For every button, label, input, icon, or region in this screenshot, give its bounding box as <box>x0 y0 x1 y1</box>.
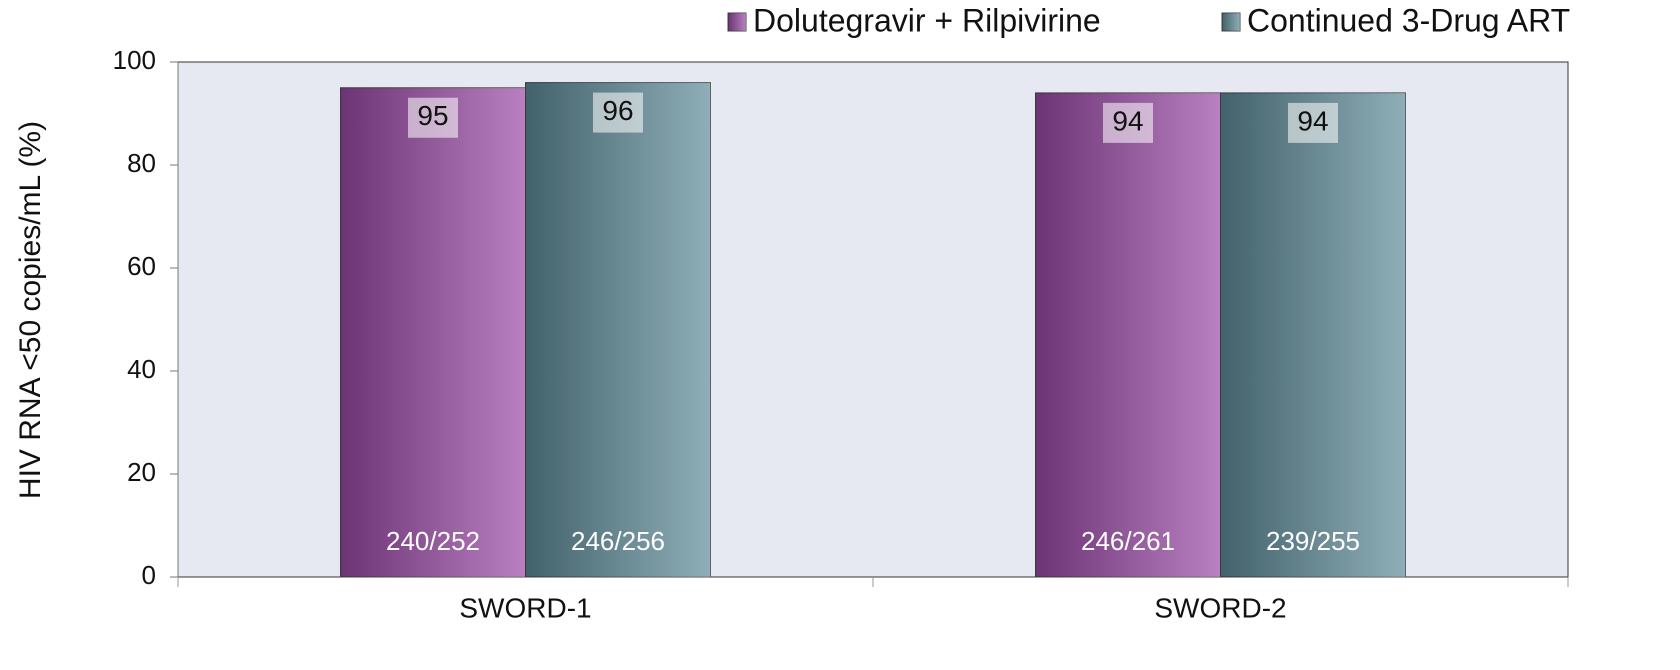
y-tick-label: 100 <box>113 45 156 75</box>
legend-label: Dolutegravir + Rilpivirine <box>753 2 1101 38</box>
y-tick-label: 0 <box>142 560 156 590</box>
value-label: 96 <box>602 95 633 126</box>
legend-swatch-shade <box>1222 13 1240 31</box>
value-label: 94 <box>1112 105 1143 136</box>
bar-shade <box>1035 92 1221 578</box>
value-label-box <box>408 97 458 138</box>
value-label-box <box>1288 102 1338 143</box>
y-tick-label: 20 <box>127 457 156 487</box>
value-label: 94 <box>1297 105 1328 136</box>
value-label-box <box>1103 102 1153 143</box>
legend-swatch-shade <box>728 13 746 31</box>
bar-shade <box>1220 92 1406 578</box>
value-label: 95 <box>417 100 448 131</box>
n-label: 240/252 <box>386 526 480 556</box>
y-tick-label: 40 <box>127 354 156 384</box>
y-axis-label: HIV RNA <50 copies/mL (%) <box>14 121 47 499</box>
bar-shade <box>525 82 711 577</box>
x-tick-label: SWORD-1 <box>459 592 591 623</box>
bar-shade <box>340 87 526 577</box>
n-label: 246/256 <box>571 526 665 556</box>
x-tick-label: SWORD-2 <box>1154 592 1286 623</box>
y-tick-label: 80 <box>127 148 156 178</box>
legend-label: Continued 3-Drug ART <box>1247 2 1570 38</box>
n-label: 246/261 <box>1081 526 1175 556</box>
n-label: 239/255 <box>1266 526 1360 556</box>
value-label-box <box>593 92 643 133</box>
y-tick-label: 60 <box>127 251 156 281</box>
